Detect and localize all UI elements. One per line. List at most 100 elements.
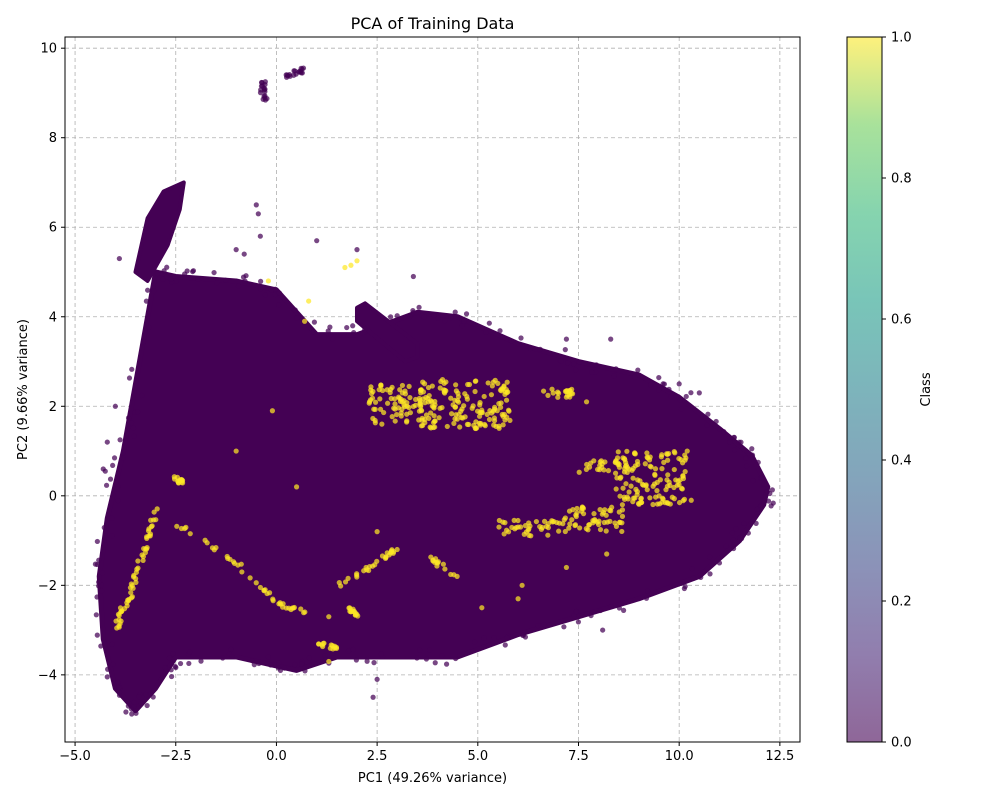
class-1-point	[682, 469, 688, 475]
class-1-point	[416, 395, 422, 402]
class-0-point	[321, 334, 327, 340]
y-tick-label: 10	[40, 42, 57, 57]
class-0-point	[439, 653, 445, 659]
class-0-point	[276, 302, 282, 308]
class-0-point	[750, 478, 756, 484]
class-1-point	[442, 387, 448, 393]
class-1-point	[306, 298, 312, 304]
class-1-point	[404, 400, 410, 406]
class-1-point	[381, 409, 387, 416]
class-1-point	[396, 394, 402, 400]
class-0-point	[281, 665, 288, 671]
class-1-point	[596, 518, 602, 524]
class-0-point	[707, 571, 713, 577]
class-0-point	[370, 694, 376, 700]
class-0-point	[116, 255, 122, 262]
colorbar-tick-label: 0.0	[891, 736, 912, 751]
class-0-point	[242, 278, 248, 284]
class-0-point	[235, 283, 242, 289]
class-1-point	[270, 596, 276, 602]
class-1-point	[370, 415, 376, 422]
class-0-point	[104, 439, 110, 445]
class-1-point	[392, 396, 398, 402]
class-0-point	[126, 375, 133, 381]
class-1-point	[257, 584, 264, 591]
class-0-point	[374, 676, 380, 682]
class-0-point	[371, 660, 377, 666]
class-0-point	[168, 667, 174, 673]
class-1-point	[451, 420, 457, 426]
class-0-point	[144, 702, 150, 709]
class-0-point	[211, 269, 217, 276]
class-1-point	[316, 641, 322, 647]
class-0-point	[255, 211, 261, 217]
class-0-point	[616, 605, 622, 611]
class-1-point	[606, 507, 613, 513]
class-1-point	[617, 475, 623, 481]
class-0-point	[96, 579, 102, 585]
class-0-point	[643, 595, 650, 601]
y-tick-label: −2	[38, 579, 57, 594]
class-0-point	[463, 311, 470, 317]
class-0-point	[767, 490, 773, 497]
class-0-point	[102, 542, 108, 548]
class-0-point	[730, 545, 737, 552]
class-1-point	[451, 572, 457, 578]
class-0-point	[749, 452, 756, 458]
class-0-point	[558, 358, 564, 364]
class-0-point	[608, 604, 614, 610]
class-0-point	[769, 487, 775, 493]
class-0-point	[745, 530, 751, 536]
class-1-point	[278, 601, 284, 607]
class-1-point	[448, 395, 454, 401]
class-1-point	[130, 574, 137, 580]
class-0-point	[584, 611, 590, 617]
class-0-point	[608, 336, 614, 342]
class-0-point	[222, 277, 229, 283]
class-0-point	[128, 420, 135, 426]
class-0-point	[350, 323, 356, 329]
x-tick-label: −5.0	[59, 749, 91, 764]
class-1-point	[591, 511, 597, 517]
x-tick-label: 2.5	[367, 749, 388, 764]
chart-title: PCA of Training Data	[351, 14, 515, 33]
plot-frame	[64, 36, 801, 743]
class-0-point	[592, 369, 599, 375]
class-0-point	[732, 540, 738, 546]
class-1-point	[140, 557, 146, 564]
class-0-point	[364, 658, 370, 664]
class-1-point	[426, 415, 432, 421]
class-0-point	[229, 653, 235, 660]
class-0-point	[272, 286, 278, 292]
class-1-point	[682, 452, 688, 458]
class-1-point	[133, 579, 139, 585]
class-1-point	[368, 384, 374, 390]
class-0-point	[268, 662, 274, 668]
class-0-point	[410, 307, 416, 314]
colorbar-tick-label: 0.2	[891, 595, 912, 610]
class-1-point	[450, 402, 456, 408]
class-0-point	[648, 382, 654, 388]
class-0-point	[491, 635, 497, 641]
class-0-point	[92, 561, 99, 567]
colorbar-ticks: 0.0 0.2 0.4 0.6 0.8 1.0	[882, 31, 912, 751]
class-0-point	[109, 533, 115, 539]
class-0-point	[676, 381, 682, 387]
class-1-point	[213, 544, 219, 551]
class-0-point	[184, 268, 190, 274]
class-0-point	[508, 338, 515, 344]
class-0-point	[448, 314, 454, 321]
class-0-point	[417, 647, 423, 653]
class-1-point	[435, 559, 441, 565]
class-1-point	[525, 527, 531, 533]
class-0-point	[125, 703, 131, 709]
class-1-point	[505, 389, 511, 395]
class-1-point	[134, 566, 140, 572]
class-1-point	[231, 560, 238, 566]
class-0-point	[114, 679, 121, 685]
class-1-point	[628, 483, 634, 489]
class-1-point	[342, 579, 349, 585]
class-1-point	[580, 511, 587, 517]
class-0-point	[160, 276, 166, 282]
class-1-point	[657, 501, 663, 507]
